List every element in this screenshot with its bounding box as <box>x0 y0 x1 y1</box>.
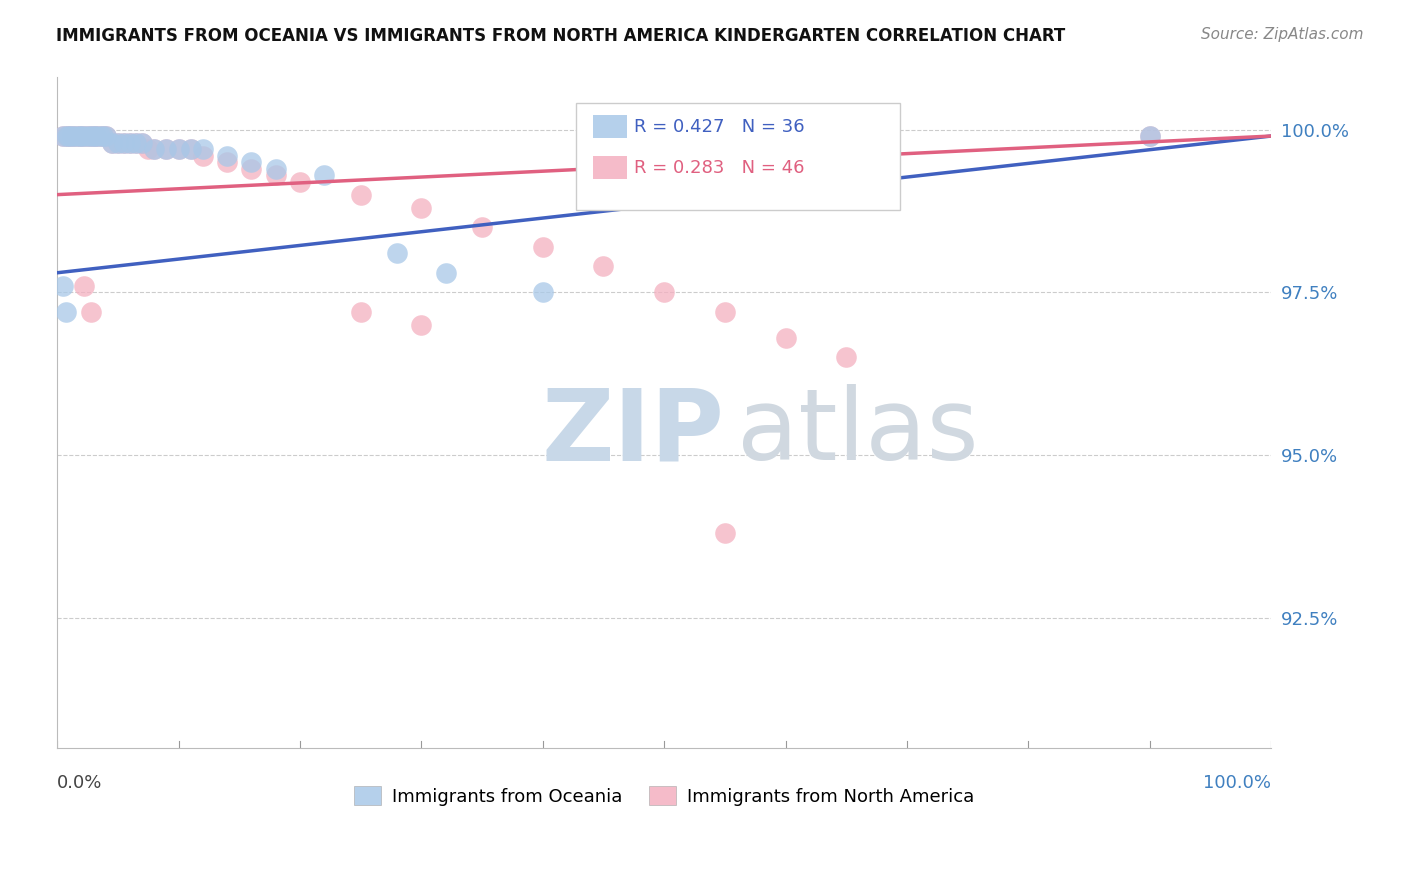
Point <box>112 136 135 150</box>
Point <box>89 129 111 144</box>
Point <box>101 136 124 150</box>
Point <box>58 129 80 144</box>
Point <box>118 136 141 150</box>
Point <box>180 142 202 156</box>
Point <box>89 129 111 144</box>
Point <box>91 129 114 144</box>
Point <box>52 278 75 293</box>
Point <box>60 129 83 144</box>
Point <box>83 129 105 144</box>
Point <box>350 305 373 319</box>
Point <box>83 129 105 144</box>
Point <box>167 142 190 156</box>
Point <box>58 129 80 144</box>
Point <box>52 129 75 144</box>
Point <box>60 129 83 144</box>
Point <box>714 526 737 541</box>
Point <box>56 129 79 144</box>
Point <box>76 129 98 144</box>
Point <box>112 136 135 150</box>
Point <box>191 148 214 162</box>
Point <box>592 259 614 273</box>
Point <box>67 129 90 144</box>
Point <box>264 161 287 176</box>
Point <box>84 129 107 144</box>
Point <box>264 168 287 182</box>
Point <box>107 136 129 150</box>
Point <box>288 175 311 189</box>
Point <box>73 278 96 293</box>
Point <box>70 129 93 144</box>
Point <box>835 351 858 365</box>
Point <box>217 155 239 169</box>
Point <box>76 129 98 144</box>
Text: ZIP: ZIP <box>541 384 725 482</box>
Point <box>52 129 75 144</box>
Point <box>136 142 159 156</box>
Text: R = 0.427   N = 36: R = 0.427 N = 36 <box>634 118 804 136</box>
Point <box>191 142 214 156</box>
Point <box>107 136 129 150</box>
Point <box>314 168 336 182</box>
Point <box>65 129 87 144</box>
Point <box>143 142 166 156</box>
Point <box>131 136 153 150</box>
Point <box>131 136 153 150</box>
Point <box>1139 129 1161 144</box>
Point <box>118 136 141 150</box>
Point <box>714 305 737 319</box>
Point <box>84 129 107 144</box>
Point <box>80 129 103 144</box>
Point <box>775 331 797 345</box>
Point <box>167 142 190 156</box>
Point <box>385 246 408 260</box>
Point <box>73 129 96 144</box>
Point <box>411 318 433 332</box>
Text: IMMIGRANTS FROM OCEANIA VS IMMIGRANTS FROM NORTH AMERICA KINDERGARTEN CORRELATIO: IMMIGRANTS FROM OCEANIA VS IMMIGRANTS FR… <box>56 27 1066 45</box>
Text: 0.0%: 0.0% <box>58 774 103 792</box>
Point <box>155 142 177 156</box>
Point <box>67 129 90 144</box>
Point <box>1139 129 1161 144</box>
Point <box>73 129 96 144</box>
Point <box>91 129 114 144</box>
Legend: Immigrants from Oceania, Immigrants from North America: Immigrants from Oceania, Immigrants from… <box>347 779 981 813</box>
Text: atlas: atlas <box>737 384 979 482</box>
Point <box>411 201 433 215</box>
Point <box>56 129 79 144</box>
Point <box>217 148 239 162</box>
Point <box>143 142 166 156</box>
Point <box>531 285 554 300</box>
Point <box>240 155 263 169</box>
Point <box>531 240 554 254</box>
Point <box>471 220 494 235</box>
Point <box>70 129 93 144</box>
Text: 100.0%: 100.0% <box>1204 774 1271 792</box>
Point <box>80 129 103 144</box>
Point <box>350 187 373 202</box>
Point <box>65 129 87 144</box>
Point <box>155 142 177 156</box>
Point <box>94 129 117 144</box>
Point <box>101 136 124 150</box>
Point <box>125 136 148 150</box>
Text: R = 0.283   N = 46: R = 0.283 N = 46 <box>634 159 804 177</box>
Point <box>180 142 202 156</box>
Point <box>94 129 117 144</box>
Text: Source: ZipAtlas.com: Source: ZipAtlas.com <box>1201 27 1364 42</box>
Point <box>240 161 263 176</box>
Point <box>80 305 103 319</box>
Point <box>55 305 77 319</box>
Point <box>125 136 148 150</box>
Point <box>652 285 675 300</box>
Point <box>434 266 457 280</box>
